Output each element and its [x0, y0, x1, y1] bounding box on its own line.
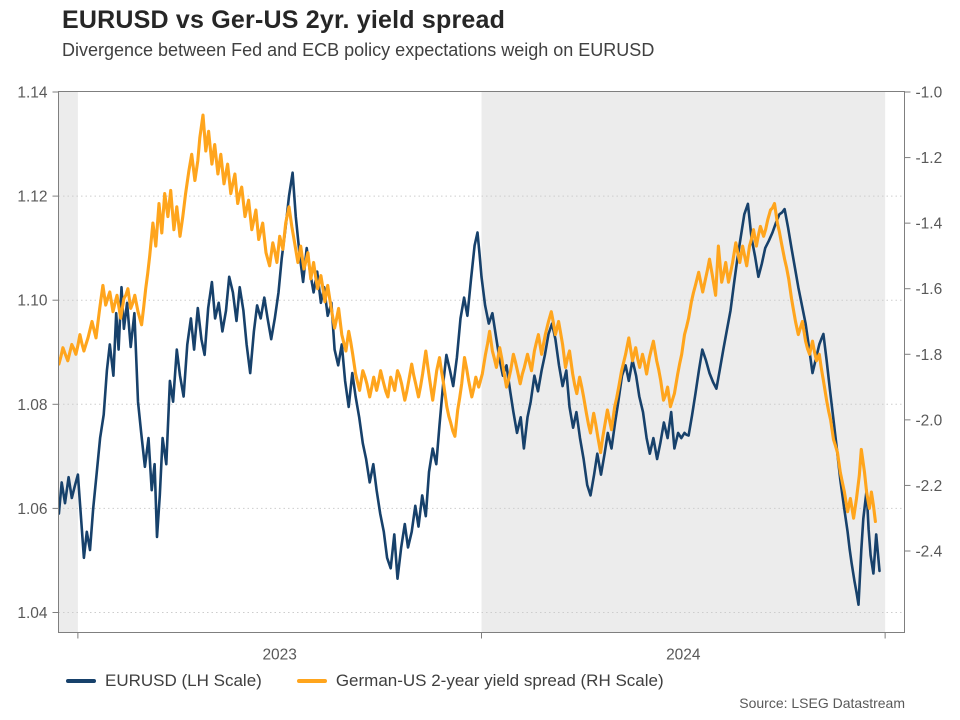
left-axis-tick-label: 1.04 [17, 605, 48, 622]
left-axis-tick-label: 1.08 [17, 397, 47, 414]
left-axis-tick-label: 1.10 [17, 293, 48, 310]
legend-label-eurusd: EURUSD (LH Scale) [105, 671, 262, 690]
right-axis-tick-label: -1.2 [916, 150, 943, 167]
right-axis-tick-label: -2.2 [916, 478, 943, 495]
left-axis-tick-label: 1.14 [17, 85, 48, 102]
right-axis-tick-label: -2.0 [916, 412, 943, 429]
chart-title: EURUSD vs Ger-US 2yr. yield spread [62, 6, 506, 34]
right-axis-tick-label: -1.6 [916, 281, 943, 298]
right-axis-tick-label: -2.4 [916, 544, 943, 561]
x-axis-year-label: 2024 [666, 647, 701, 664]
right-axis-tick-label: -1.0 [916, 85, 943, 102]
source-attribution: Source: LSEG Datastream [739, 695, 905, 711]
chart-plot-area: 1.14 1.12 1.10 1.08 1.06 1.04 -1.0 -1.2 -1.4 -1.6… [17, 85, 943, 664]
year-shading-band [481, 91, 886, 633]
eurusd-line [58, 171, 881, 606]
legend-item-eurusd: EURUSD (LH Scale) [66, 671, 262, 691]
legend-item-spread: German-US 2-year yield spread (RH Scale) [296, 671, 664, 691]
legend-label-spread: German-US 2-year yield spread (RH Scale) [335, 671, 664, 690]
spread-line-swatch [296, 679, 327, 683]
left-axis-tick-label: 1.06 [17, 501, 47, 518]
chart-subtitle: Divergence between Fed and ECB policy ex… [62, 40, 655, 60]
left-axis-tick-label: 1.12 [17, 189, 47, 206]
x-axis-year-label: 2023 [262, 647, 296, 664]
right-axis-tick-label: -1.8 [916, 347, 943, 364]
right-axis-tick-label: -1.4 [916, 216, 943, 233]
spread-line [58, 113, 877, 524]
chart-legend: EURUSD (LH Scale) German-US 2-year yield… [66, 671, 664, 691]
eurusd-line-swatch [66, 679, 96, 683]
